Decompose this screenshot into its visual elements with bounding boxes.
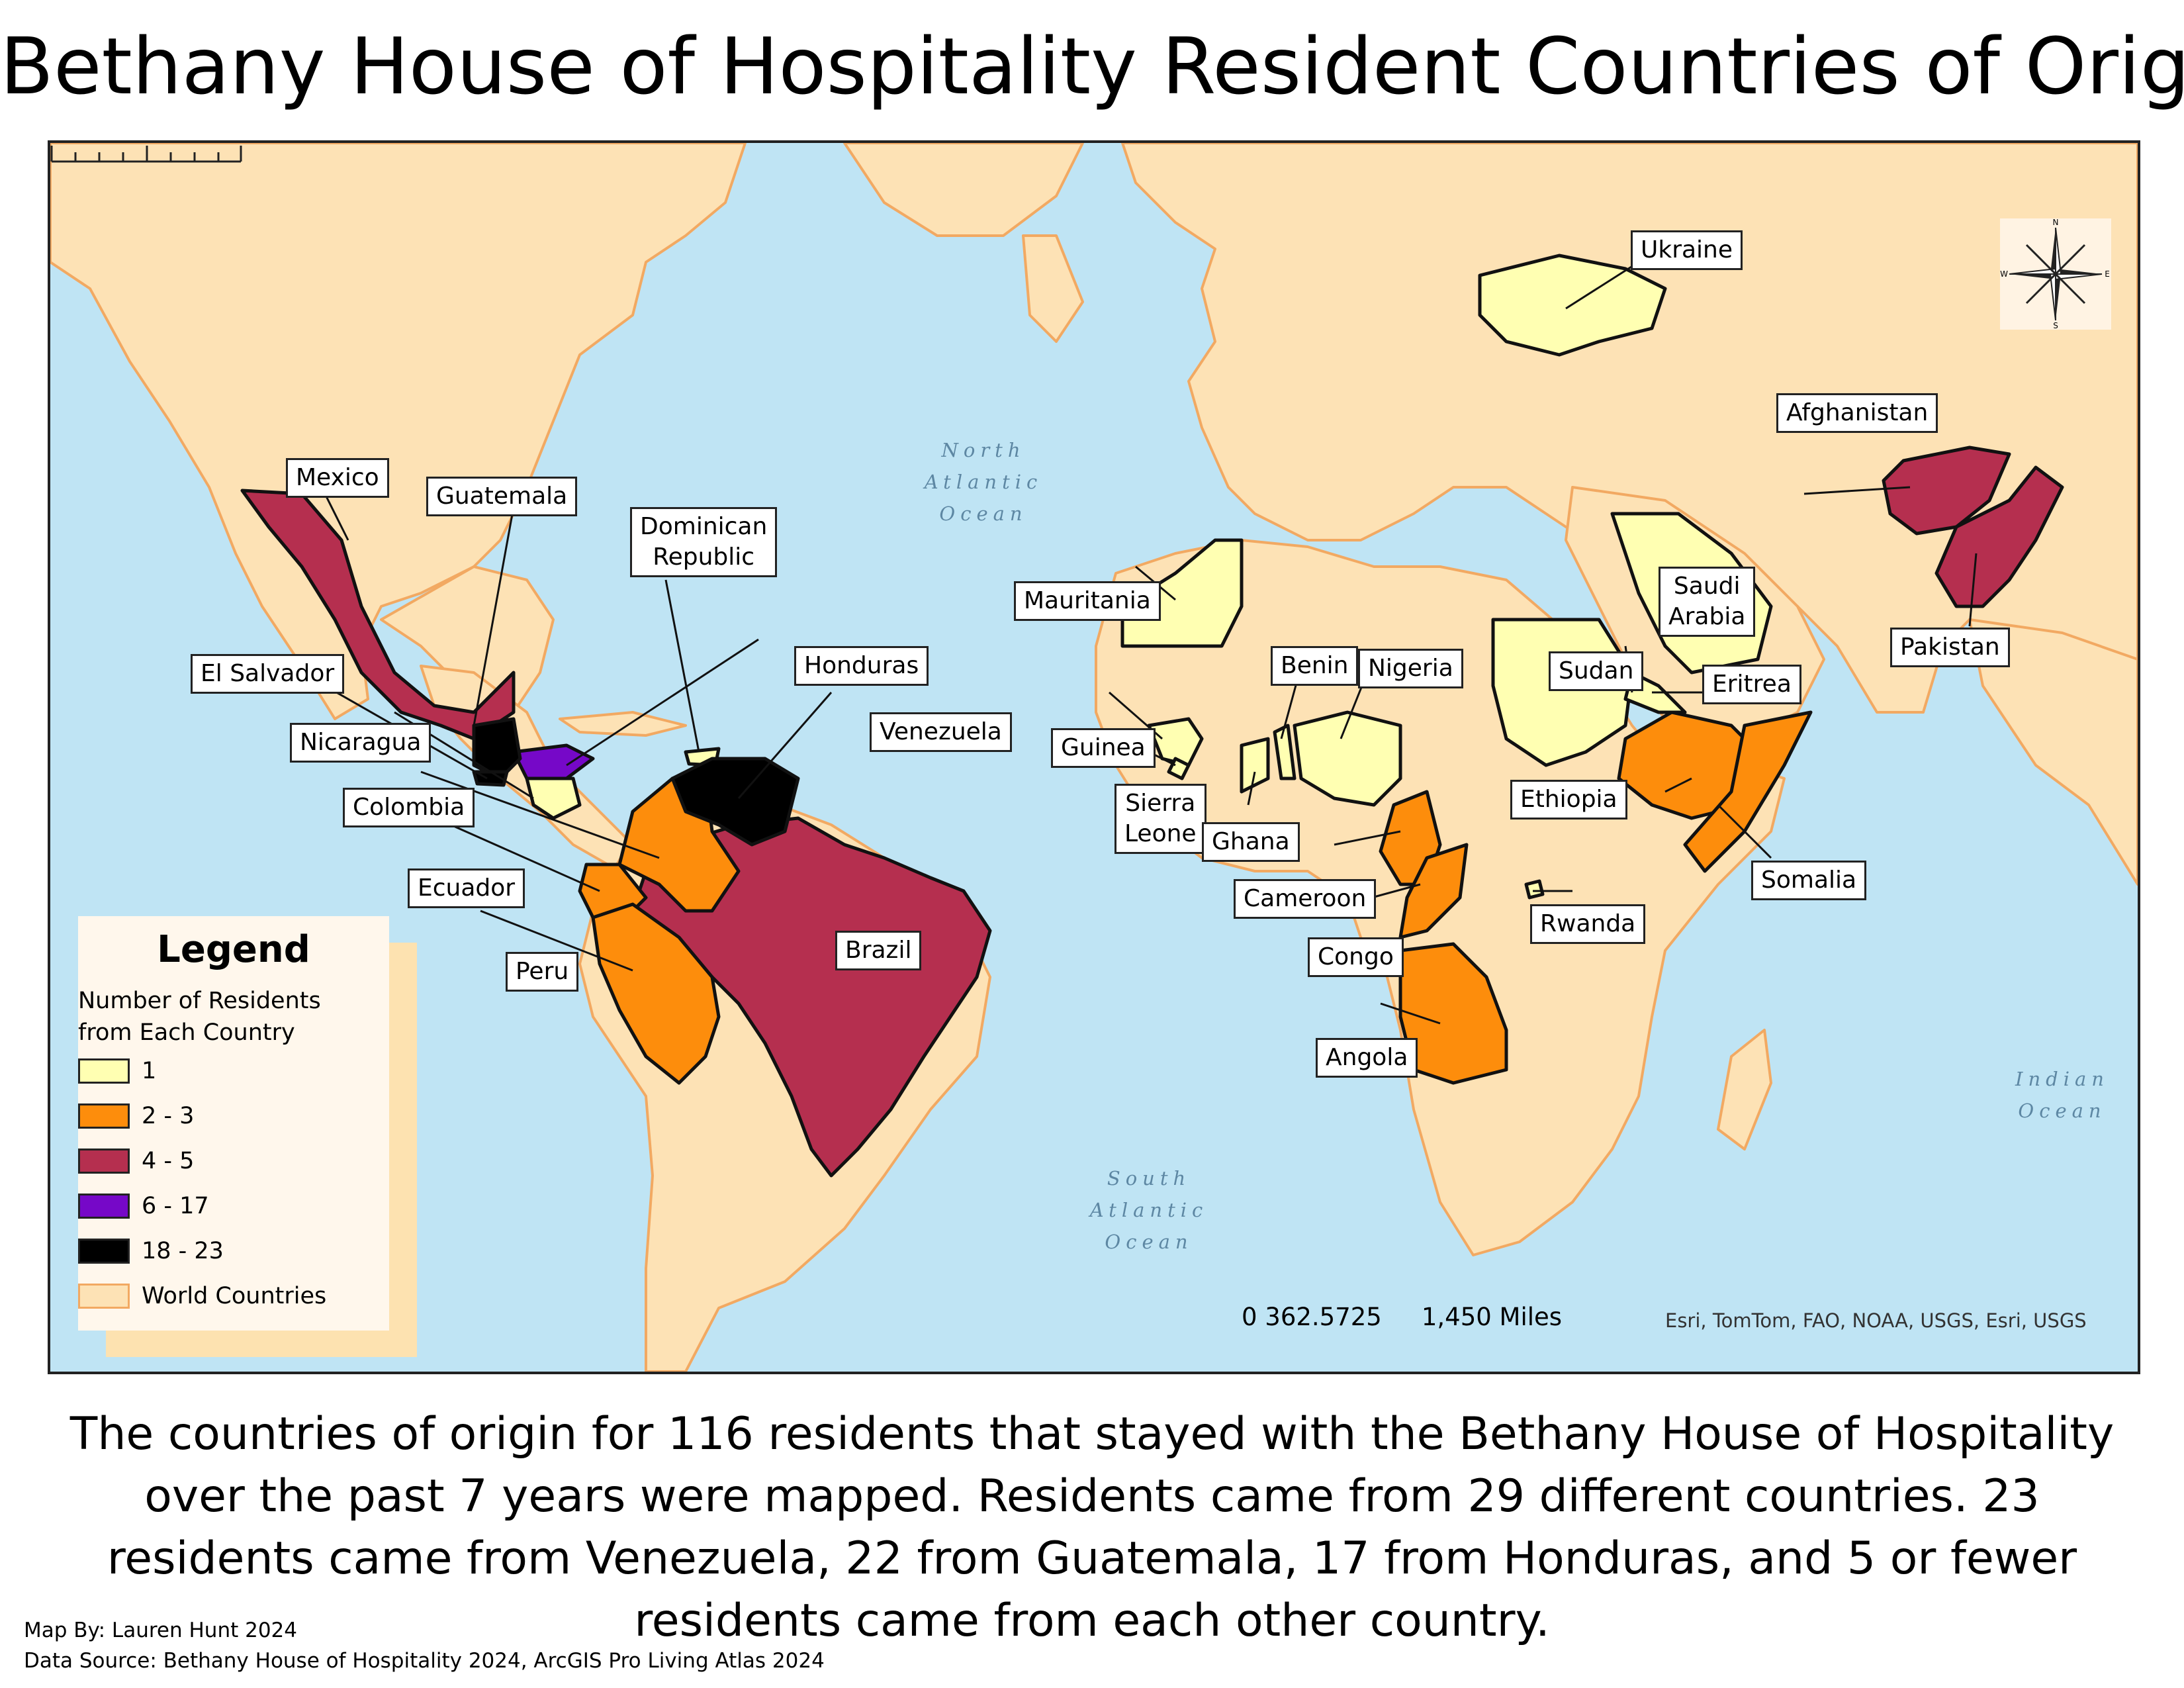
country-mexico [240,489,516,741]
legend-label: 18 - 23 [142,1238,224,1264]
south-atlantic-label: South Atlantic Ocean [1089,1167,1208,1253]
label-nigeria: Nigeria [1358,649,1463,688]
country-rwanda [1524,879,1545,900]
legend-label: 1 [142,1058,157,1084]
country-guatemala [472,717,522,780]
legend-item: 18 - 23 [78,1229,389,1274]
label-saudi-arabia: Saudi Arabia [1659,567,1756,637]
legend-label: 2 - 3 [142,1103,195,1129]
label-ethiopia: Ethiopia [1510,780,1627,820]
data-source: Data Source: Bethany House of Hospitalit… [24,1649,825,1673]
label-guinea: Guinea [1051,728,1156,768]
label-sierra-leone: Sierra Leone [1115,784,1206,854]
north-atlantic-label: North Atlantic Ocean [924,439,1043,525]
compass-w: W [2000,269,2008,279]
compass-rose: N S E W [2000,218,2111,330]
legend-swatch-18-23 [78,1239,130,1264]
label-somalia: Somalia [1751,861,1867,900]
label-benin: Benin [1271,646,1359,686]
label-brazil: Brazil [835,931,922,970]
legend-label: 6 - 17 [142,1193,209,1219]
country-peru [591,902,721,1085]
label-angola: Angola [1316,1038,1418,1078]
scale-start-labels: 0 362.5725 [1242,1303,1382,1331]
legend-swatch-4-5 [78,1149,130,1174]
label-guatemala: Guatemala [426,477,578,516]
legend-swatch-world [78,1284,130,1309]
credits: Map By: Lauren Hunt 2024 Data Source: Be… [24,1615,825,1676]
indian-ocean-label: Indian Ocean [2015,1068,2109,1122]
legend-label: World Countries [142,1283,327,1309]
label-afghanistan: Afghanistan [1776,393,1938,433]
resident-countries-layer [240,254,2064,1178]
label-peru: Peru [506,952,579,992]
scale-end-label: 1,450 Miles [1421,1303,1563,1331]
legend-swatch-1 [78,1058,130,1084]
legend-item: 6 - 17 [78,1184,389,1229]
legend-swatch-6-17 [78,1194,130,1219]
label-venezuela: Venezuela [870,712,1012,752]
label-mauritania: Mauritania [1014,581,1161,621]
legend-title: Legend [157,928,310,971]
scale-bar [50,146,242,163]
country-nigeria [1293,710,1402,807]
label-mexico: Mexico [286,458,389,498]
country-guinea [1147,717,1204,767]
country-ghana [1240,737,1270,794]
country-angola [1398,942,1508,1085]
legend-item: 2 - 3 [78,1094,389,1139]
label-dominican-republic: Dominican Republic [630,507,778,577]
legend-item: 4 - 5 [78,1139,389,1184]
label-ukraine: Ukraine [1631,230,1743,270]
legend-item: 1 [78,1049,389,1094]
compass-s: S [2053,321,2058,330]
label-honduras: Honduras [794,646,929,686]
legend-swatch-2-3 [78,1103,130,1129]
label-el-salvador: El Salvador [191,654,345,694]
country-congo [1398,843,1469,939]
label-nicaragua: Nicaragua [290,723,432,763]
label-rwanda: Rwanda [1530,904,1646,944]
legend-subtitle: Number of Residents from Each Country [78,988,321,1046]
scale-labels: 0 362.5725 1,450 Miles [1242,1303,1562,1331]
compass-icon: N S E W [2000,218,2110,330]
compass-e: E [2105,269,2110,279]
country-venezuela [670,757,800,847]
map-caption: The countries of origin for 116 resident… [69,1408,2115,1647]
legend-item: World Countries [78,1274,389,1319]
label-congo: Congo [1308,937,1404,977]
label-ecuador: Ecuador [408,868,525,908]
map-author: Map By: Lauren Hunt 2024 [24,1618,297,1642]
label-colombia: Colombia [343,788,475,827]
label-cameroon: Cameroon [1234,879,1377,919]
attribution: Esri, TomTom, FAO, NOAA, USGS, Esri, USG… [1665,1309,2087,1332]
country-pakistan [1934,465,2064,608]
country-somalia [1683,710,1813,873]
compass-n: N [2053,218,2059,227]
label-sudan: Sudan [1549,651,1644,691]
label-pakistan: Pakistan [1890,628,2010,667]
map-title: Bethany House of Hospitality Resident Co… [0,21,2184,112]
country-honduras [512,743,595,780]
label-eritrea: Eritrea [1702,665,1801,704]
legend: Legend Number of Residents from Each Cou… [78,916,389,1331]
label-ghana: Ghana [1202,822,1300,862]
legend-label: 4 - 5 [142,1148,195,1174]
